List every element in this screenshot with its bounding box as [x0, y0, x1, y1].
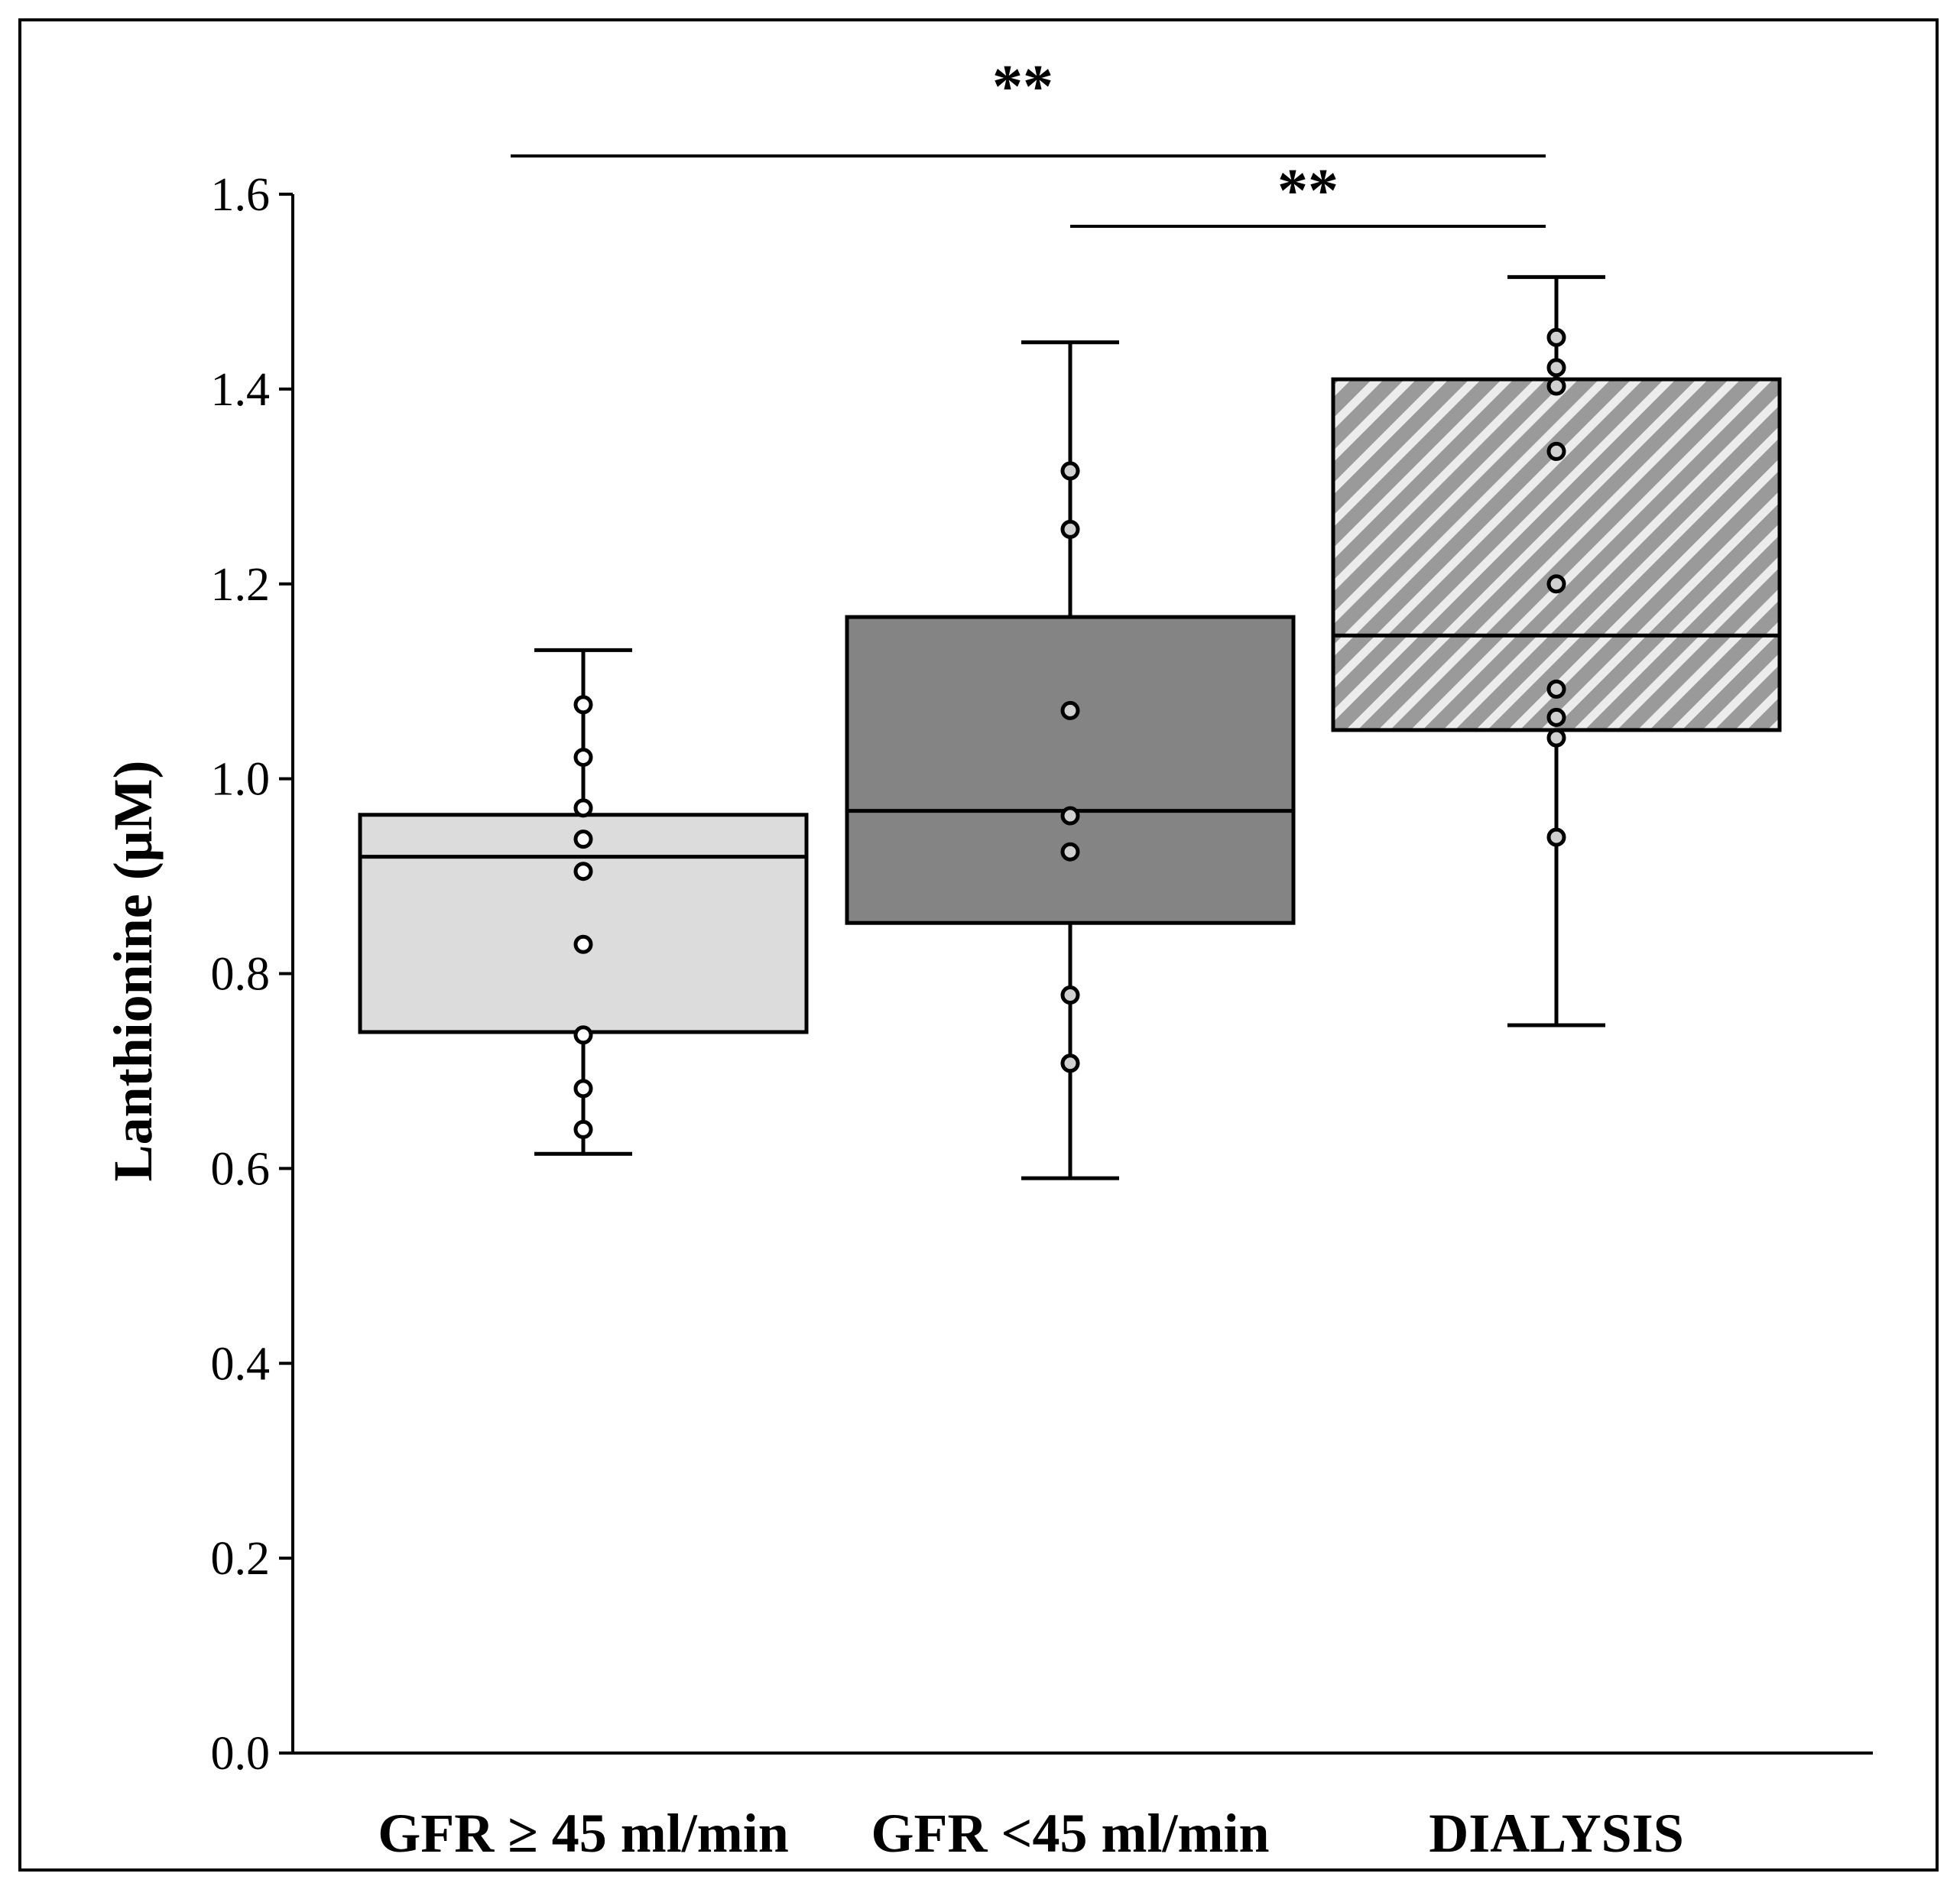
y-tick-label: 1.4 [211, 364, 271, 416]
x-category-label: GFR ≥ 45 ml/min [378, 1803, 789, 1864]
x-category-label: GFR <45 ml/min [871, 1803, 1269, 1864]
y-axis-label: Lanthionine (μM) [102, 761, 164, 1182]
box-group [358, 648, 809, 1156]
data-point [573, 1119, 593, 1139]
axes: 0.0 0.2 0.4 0.6 0.8 1.0 1.2 1.4 1.6 GFR ≥ 45 ml/m… [211, 169, 1873, 1864]
boxes [358, 274, 1782, 1180]
data-point [1060, 700, 1080, 720]
data-point [573, 1079, 593, 1099]
data-point [1060, 806, 1080, 826]
y-tick-label: 0.6 [211, 1143, 271, 1195]
data-point [573, 748, 593, 768]
y-tick-label: 1.2 [211, 559, 271, 611]
data-point [1546, 679, 1566, 699]
data-point [1060, 461, 1080, 481]
y-tick-label: 0.0 [211, 1728, 271, 1780]
data-point [1546, 707, 1566, 727]
y-tick-label: 0.4 [211, 1338, 271, 1390]
data-point [573, 695, 593, 715]
box-group [1331, 274, 1782, 1028]
data-point [1546, 441, 1566, 461]
y-tick-label: 0.2 [211, 1533, 271, 1585]
box-body [845, 615, 1296, 925]
box-group [845, 340, 1296, 1180]
data-point [1546, 376, 1566, 396]
data-point [1546, 358, 1566, 378]
box-body [358, 813, 809, 1034]
data-point [573, 862, 593, 881]
data-point [1546, 574, 1566, 594]
data-point [573, 798, 593, 818]
significance-annotations: ** ** [511, 54, 1546, 228]
figure-frame [18, 18, 1939, 1872]
y-tick-label: 1.6 [211, 169, 271, 221]
data-point [1546, 827, 1566, 847]
data-point [1060, 842, 1080, 862]
data-point [1546, 327, 1566, 347]
data-point [1546, 728, 1566, 748]
box-body [1331, 377, 1782, 732]
data-point [1060, 985, 1080, 1005]
x-category-label: DIALYSIS [1429, 1803, 1684, 1864]
data-point [1060, 1054, 1080, 1073]
data-point [573, 1025, 593, 1045]
y-tick-label: 0.8 [211, 949, 271, 1001]
y-tick-label: 1.0 [211, 754, 271, 806]
significance-label: ** [1277, 157, 1339, 225]
significance-label: ** [992, 54, 1053, 121]
data-point [1060, 519, 1080, 539]
data-point [573, 830, 593, 849]
data-point [573, 934, 593, 954]
